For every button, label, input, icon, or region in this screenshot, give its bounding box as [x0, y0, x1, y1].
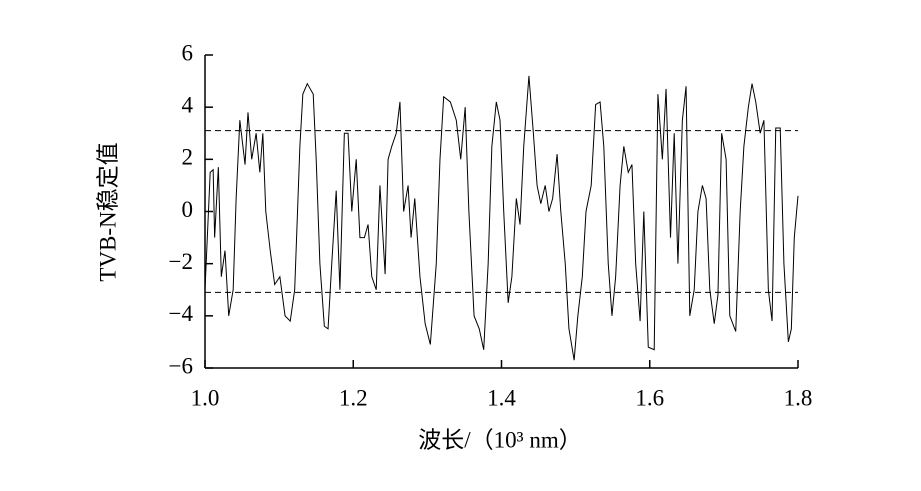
y-axis-label: TVB-N稳定值 [95, 142, 120, 281]
x-axis-label: 波长/（10³ nm） [418, 427, 581, 452]
x-tick-label: 1.2 [339, 385, 368, 410]
y-tick-label: 0 [182, 197, 194, 222]
x-tick-label: 1.6 [635, 385, 664, 410]
y-tick-label: −6 [169, 353, 193, 378]
x-tick-label: 1.0 [191, 385, 220, 410]
y-tick-label: 6 [182, 40, 194, 65]
y-tick-label: 4 [182, 92, 194, 117]
x-tick-label: 1.4 [487, 385, 516, 410]
y-tick-label: −4 [169, 301, 194, 326]
y-tick-label: −2 [169, 249, 193, 274]
x-tick-label: 1.8 [784, 385, 813, 410]
data-line [204, 75, 799, 361]
y-tick-label: 2 [182, 145, 194, 170]
